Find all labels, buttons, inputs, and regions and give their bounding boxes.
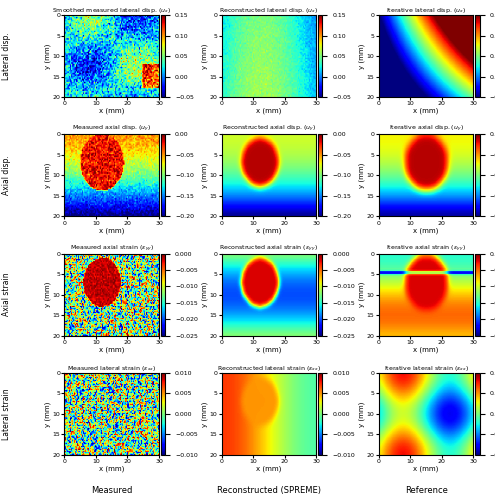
Y-axis label: y (mm): y (mm) [201, 401, 208, 426]
X-axis label: x (mm): x (mm) [256, 108, 282, 114]
Text: Axial strain: Axial strain [2, 273, 11, 316]
X-axis label: x (mm): x (mm) [256, 346, 282, 353]
X-axis label: x (mm): x (mm) [99, 108, 124, 114]
Text: Reference: Reference [404, 486, 447, 495]
Title: Smoothed measured lateral disp. ($u_x$): Smoothed measured lateral disp. ($u_x$) [52, 6, 171, 15]
X-axis label: x (mm): x (mm) [99, 346, 124, 353]
Title: Reconstructed lateral disp. ($u_x$): Reconstructed lateral disp. ($u_x$) [219, 6, 318, 15]
Y-axis label: y (mm): y (mm) [45, 44, 51, 69]
Y-axis label: y (mm): y (mm) [45, 162, 51, 188]
Text: Axial disp.: Axial disp. [2, 156, 11, 195]
Y-axis label: y (mm): y (mm) [45, 282, 51, 308]
X-axis label: x (mm): x (mm) [256, 227, 282, 234]
Title: Measured axial strain ($\varepsilon_{yy}$): Measured axial strain ($\varepsilon_{yy}… [70, 244, 154, 254]
Title: Iterative axial disp. ($u_y$): Iterative axial disp. ($u_y$) [389, 124, 464, 134]
Y-axis label: y (mm): y (mm) [201, 162, 208, 188]
Y-axis label: y (mm): y (mm) [359, 282, 365, 308]
Text: Lateral disp.: Lateral disp. [2, 32, 11, 80]
Text: Measured: Measured [91, 486, 132, 495]
X-axis label: x (mm): x (mm) [413, 466, 439, 472]
Title: Iterative axial strain ($\varepsilon_{yy}$): Iterative axial strain ($\varepsilon_{yy… [386, 244, 466, 254]
Title: Reconstructed axial strain ($\varepsilon_{yy}$): Reconstructed axial strain ($\varepsilon… [219, 244, 318, 254]
X-axis label: x (mm): x (mm) [99, 466, 124, 472]
Y-axis label: y (mm): y (mm) [359, 44, 365, 69]
X-axis label: x (mm): x (mm) [99, 227, 124, 234]
Title: Iterative lateral disp. ($u_x$): Iterative lateral disp. ($u_x$) [386, 6, 466, 15]
Title: Measured axial disp. ($u_y$): Measured axial disp. ($u_y$) [72, 124, 151, 134]
Title: Iterative lateral strain ($\varepsilon_{xx}$): Iterative lateral strain ($\varepsilon_{… [384, 364, 469, 373]
Text: Reconstructed (SPREME): Reconstructed (SPREME) [217, 486, 321, 495]
Y-axis label: y (mm): y (mm) [45, 401, 51, 426]
Title: Reconstructed axial disp. ($u_y$): Reconstructed axial disp. ($u_y$) [222, 124, 316, 134]
Y-axis label: y (mm): y (mm) [201, 44, 208, 69]
Y-axis label: y (mm): y (mm) [359, 401, 365, 426]
X-axis label: x (mm): x (mm) [413, 346, 439, 353]
X-axis label: x (mm): x (mm) [413, 227, 439, 234]
X-axis label: x (mm): x (mm) [413, 108, 439, 114]
Title: Reconstructed lateral strain ($\varepsilon_{xx}$): Reconstructed lateral strain ($\varepsil… [217, 364, 321, 373]
X-axis label: x (mm): x (mm) [256, 466, 282, 472]
Title: Measured lateral strain ($\varepsilon_{xx}$): Measured lateral strain ($\varepsilon_{x… [67, 364, 156, 373]
Text: Lateral strain: Lateral strain [2, 388, 11, 440]
Y-axis label: y (mm): y (mm) [359, 162, 365, 188]
Y-axis label: y (mm): y (mm) [201, 282, 208, 308]
